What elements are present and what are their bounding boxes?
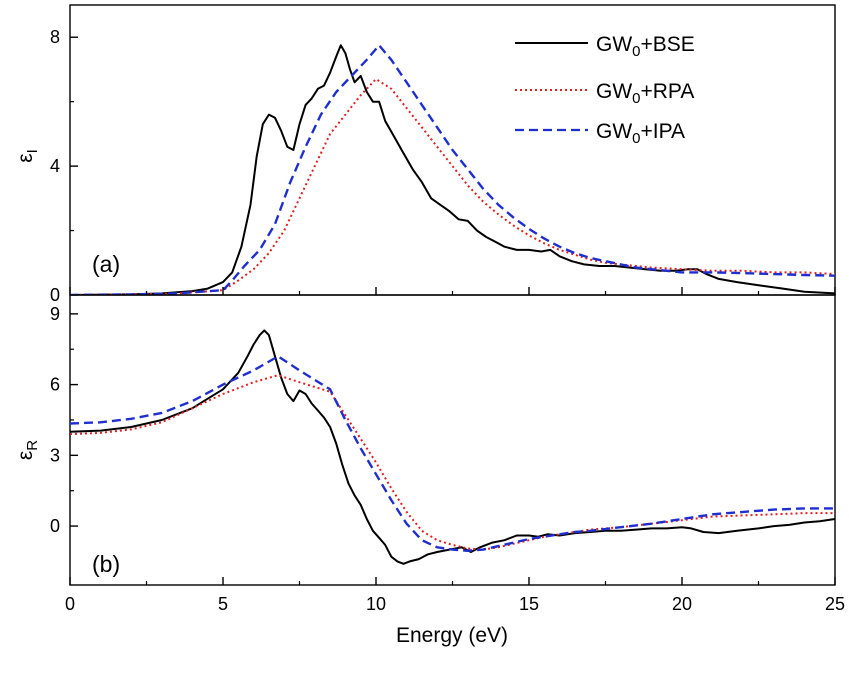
panel-b-frame	[69, 294, 836, 586]
panel-a-plot-area	[70, 44, 835, 295]
panel-b-y-axis: 0 3 6 9	[50, 304, 78, 536]
panel-b-series-2	[70, 355, 835, 552]
panel-b-y-tick-label: 3	[50, 445, 60, 465]
panel-a-y-axis: 0 4 8	[50, 27, 78, 305]
panel-a: 0 4 8 (a) εI GW0+BSE GW0+RPA GW0+IPA	[14, 4, 836, 305]
panel-a-series-2	[70, 44, 835, 295]
x-tick-label: 0	[65, 594, 75, 614]
panel-b-y-tick-label: 6	[50, 375, 60, 395]
panel-b-y-axis-title: εR	[14, 440, 41, 460]
x-tick-label: 10	[366, 594, 386, 614]
x-tick-label: 5	[218, 594, 228, 614]
legend: GW0+BSE GW0+RPA GW0+IPA	[515, 33, 695, 147]
legend-label-bse: GW0+BSE	[596, 33, 695, 60]
panel-b-label: (b)	[92, 551, 120, 577]
x-tick-label: 20	[672, 594, 692, 614]
x-tick-label: 25	[825, 594, 845, 614]
panel-b-y-tick-label: 0	[50, 516, 60, 536]
panel-b-plot-area	[70, 329, 835, 565]
panel-a-y-tick-label: 4	[50, 156, 60, 176]
panel-b: 0 3 6 9 0 5 10 15 20 25 (b) εR Energy (eV)	[14, 287, 845, 647]
panel-a-y-tick-label: 0	[50, 285, 60, 305]
x-tick-label: 15	[519, 594, 539, 614]
x-axis-title: Energy (eV)	[396, 624, 508, 647]
panel-a-series-1	[70, 78, 835, 295]
panel-b-series-0	[70, 329, 835, 565]
panel-b-series-1	[70, 374, 835, 551]
legend-label-ipa: GW0+IPA	[596, 120, 685, 147]
panel-a-label: (a)	[92, 251, 120, 277]
panel-b-y-tick-label: 9	[50, 304, 60, 324]
panel-a-y-axis-title: εI	[14, 149, 41, 163]
panel-a-y-tick-label: 8	[50, 27, 60, 47]
x-axis: 0 5 10 15 20 25	[65, 287, 845, 614]
panel-a-series-0	[70, 44, 835, 295]
legend-label-rpa: GW0+RPA	[596, 80, 694, 107]
